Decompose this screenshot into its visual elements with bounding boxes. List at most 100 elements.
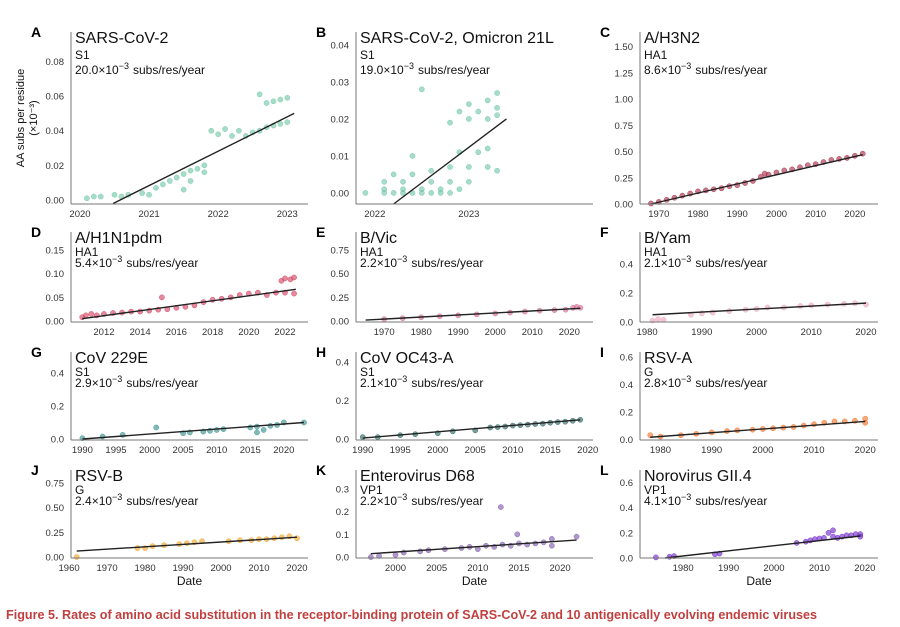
x-tick-label: 1970 xyxy=(374,327,395,338)
data-point xyxy=(437,186,444,193)
x-tick-label: 2018 xyxy=(202,327,223,338)
x-tick-label: 2010 xyxy=(502,445,523,456)
panel-protein: HA1 xyxy=(360,245,384,259)
y-tick-label: 0.00 xyxy=(331,188,350,199)
x-tick-label: 1995 xyxy=(105,445,126,456)
data-point xyxy=(236,127,242,134)
x-tick-label: 2015 xyxy=(240,445,261,456)
x-tick-label: 2020 xyxy=(577,445,598,456)
y-tick-label: 0.75 xyxy=(46,478,65,489)
rate-value: 2.1 xyxy=(644,256,661,270)
rate-value: 2.4 xyxy=(75,494,92,508)
fit-line xyxy=(112,112,295,205)
data-point xyxy=(447,178,453,185)
y-tick-label: 0.0 xyxy=(620,435,633,446)
panel-d: 0.00 0.05 0.10 0.15 2012 2014 2016 2018 2020 2022… xyxy=(31,224,308,338)
y-tick-label: 0.75 xyxy=(331,246,350,257)
data-point xyxy=(381,186,388,193)
data-point xyxy=(428,190,435,196)
fit-line xyxy=(650,420,866,438)
y-tick-label: 0.10 xyxy=(46,269,65,280)
y-tick-label: 0.4 xyxy=(51,368,64,379)
data-point xyxy=(418,186,425,193)
data-point xyxy=(254,429,260,436)
y-tick-label: 1.50 xyxy=(615,42,634,53)
rate-unit: subs/res/year xyxy=(695,376,767,390)
y-tick-label: 0.50 xyxy=(331,269,350,280)
x-tick-label: 2015 xyxy=(540,445,561,456)
fit-line xyxy=(82,288,296,320)
data-point xyxy=(263,100,270,106)
fit-line xyxy=(362,419,581,439)
data-point xyxy=(153,424,160,431)
y-tick-label: 0.05 xyxy=(46,293,65,304)
panel-rate: 2.9×10−3 subs/res/year xyxy=(75,374,198,390)
rate-unit: subs/res/year xyxy=(411,376,483,390)
x-tick-label: 2022 xyxy=(274,327,295,338)
panel-l: 0.0 0.2 0.4 0.6 1980 1990 2000 2010 2020 L Norovir… xyxy=(600,462,878,588)
rate-value: 8.6 xyxy=(644,63,661,77)
rate-value: 2.1 xyxy=(360,376,377,390)
y-tick-label: 0.25 xyxy=(615,173,634,184)
data-point xyxy=(270,98,277,105)
fit-line xyxy=(370,539,577,555)
panel-rate: 2.4×10−3 subs/res/year xyxy=(75,492,198,508)
x-tick-label: 1990 xyxy=(172,563,193,574)
data-point xyxy=(392,551,399,558)
data-point xyxy=(194,165,201,172)
x-axis-label: Date xyxy=(746,574,772,588)
x-tick-label: 2020 xyxy=(238,327,259,338)
x-tick-label: 1980 xyxy=(673,563,694,574)
x-tick-label: 2020 xyxy=(69,209,90,220)
x-tick-label: 1970 xyxy=(97,563,118,574)
x-tick-label: 1980 xyxy=(687,209,708,220)
data-point xyxy=(400,186,406,193)
y-tick-label: 0.0 xyxy=(620,554,633,565)
data-points xyxy=(79,274,297,321)
data-point xyxy=(166,178,173,184)
fit-line xyxy=(76,536,298,552)
panel-a: 0.00 0.02 0.04 0.06 0.08 2020 2021 2022 2023 A SAR… xyxy=(31,24,308,220)
rate-value: 2.8 xyxy=(644,376,661,390)
rate-multiplier: ×10 xyxy=(92,494,113,508)
data-point xyxy=(573,533,580,540)
panel-protein: HA1 xyxy=(644,48,668,62)
rate-unit: subs/res/year xyxy=(411,256,483,270)
x-tick-label: 2000 xyxy=(485,327,506,338)
data-point xyxy=(284,94,291,101)
data-point xyxy=(247,424,254,431)
panel-protein: G xyxy=(644,365,653,379)
y-axis-label-line1: AA subs per residue xyxy=(15,69,27,167)
panel-title: CoV OC43-A xyxy=(360,350,454,367)
data-point xyxy=(134,545,141,551)
y-tick-label: 0.0 xyxy=(620,318,633,329)
y-tick-label: 0.50 xyxy=(615,147,634,158)
x-tick-label: 2000 xyxy=(763,563,784,574)
y-tick-label: 0.00 xyxy=(46,196,65,207)
data-point xyxy=(359,434,366,440)
y-tick-label: 0.0 xyxy=(51,435,64,446)
rate-multiplier: ×10 xyxy=(92,376,113,390)
x-tick-label: 2000 xyxy=(210,563,231,574)
x-tick-label: 2020 xyxy=(273,445,294,456)
rate-value: 2.9 xyxy=(75,376,92,390)
data-point xyxy=(390,190,397,196)
data-point xyxy=(213,427,220,433)
y-tick-label: 0.0 xyxy=(336,553,349,564)
fit-line xyxy=(393,118,507,205)
y-tick-label: 0.4 xyxy=(620,380,633,391)
data-point xyxy=(173,174,180,181)
y-tick-label: 0.2 xyxy=(336,396,349,407)
panel-title: Enterovirus D68 xyxy=(360,468,475,485)
data-point xyxy=(484,145,491,152)
data-point xyxy=(277,120,284,127)
x-tick-label: 2005 xyxy=(426,563,447,574)
y-tick-label: 0.2 xyxy=(620,528,633,539)
rate-exponent: −3 xyxy=(397,492,407,502)
data-point xyxy=(284,119,291,125)
panel-title: RSV-B xyxy=(75,468,123,485)
rate-exponent: −3 xyxy=(681,61,691,71)
data-point xyxy=(229,133,235,139)
rate-exponent: −3 xyxy=(112,374,122,384)
